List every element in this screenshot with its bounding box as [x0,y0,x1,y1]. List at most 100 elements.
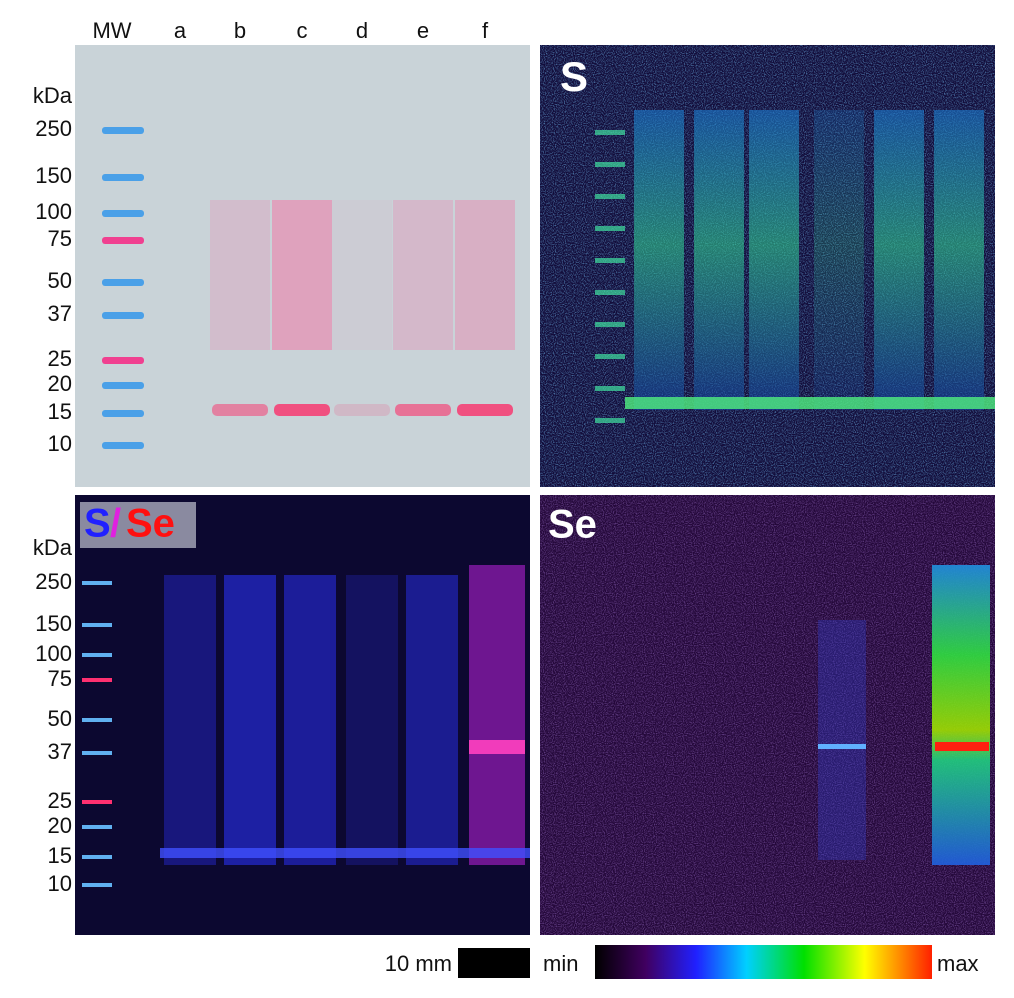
s-lane [934,110,984,410]
s-ladder [595,418,625,423]
overlay-band [469,740,525,754]
marker-label: 100 [35,199,72,224]
panel-label: / [110,502,121,546]
ladder-tick [82,653,112,657]
overlay-band [160,848,530,858]
marker-label: 50 [48,268,72,293]
marker-label: 25 [48,346,72,371]
s-lane [749,110,799,410]
overlay-lane [164,575,216,865]
se-map-noise [540,495,995,935]
panel-label: S [560,53,588,100]
colorbar-min: min [543,951,578,976]
s-ladder [595,354,625,359]
unit-label: kDa [33,83,73,108]
gel-smear [272,200,332,350]
marker-label: 15 [48,399,72,424]
marker-label: 250 [35,569,72,594]
lane-label: f [482,18,489,43]
ladder-band [102,279,144,286]
gel-smear [332,200,392,350]
s-ladder [595,258,625,263]
ladder-band [102,410,144,417]
marker-label: 20 [48,813,72,838]
s-lane [634,110,684,410]
colorbar-max: max [937,951,979,976]
ladder-band [102,174,144,181]
marker-label: 25 [48,788,72,813]
marker-label: 150 [35,163,72,188]
overlay-lane [224,575,276,865]
gel-band [334,404,390,416]
s-lane [814,110,864,410]
gel-band [212,404,268,416]
marker-label: 250 [35,116,72,141]
ladder-tick [82,678,112,682]
gel-smear [393,200,453,350]
panel-label: Se [548,503,597,547]
panel-label: S [84,502,111,546]
lane-label: d [356,18,368,43]
s-ladder [595,194,625,199]
unit-label: kDa [33,535,73,560]
marker-label: 37 [48,739,72,764]
ladder-band [102,127,144,134]
gel-band [457,404,513,416]
s-ladder [595,322,625,327]
panel-label: Se [126,502,175,546]
ladder-tick [82,800,112,804]
se-lane [932,565,990,865]
marker-label: 10 [48,871,72,896]
ladder-tick [82,825,112,829]
lane-label: b [234,18,246,43]
ladder-tick [82,623,112,627]
marker-label: 10 [48,431,72,456]
s-band [625,397,995,409]
marker-label: 75 [48,226,72,251]
scale-bar [458,948,530,978]
ladder-band [102,210,144,217]
marker-label: 150 [35,611,72,636]
ladder-tick [82,581,112,585]
marker-label: 100 [35,641,72,666]
ladder-band [102,357,144,364]
overlay-lane [284,575,336,865]
gel-smear [210,200,270,350]
lane-label: a [174,18,187,43]
s-ladder [595,162,625,167]
s-ladder [595,130,625,135]
gel-smear [455,200,515,350]
marker-label: 37 [48,301,72,326]
lane-label: e [417,18,429,43]
lane-label: c [297,18,308,43]
marker-label: 75 [48,666,72,691]
scale-bar-label: 10 mm [385,951,452,976]
colorbar [595,945,932,979]
overlay-lane [469,565,525,865]
gel-band [274,404,330,416]
marker-label: 20 [48,371,72,396]
label-box [80,502,196,548]
gel-band [395,404,451,416]
overlay-lane [406,575,458,865]
s-lane [694,110,744,410]
ladder-band [102,312,144,319]
ladder-band [102,382,144,389]
se-band [818,744,866,749]
lane-label: MW [92,18,131,43]
s-lane [874,110,924,410]
ladder-tick [82,855,112,859]
ladder-tick [82,751,112,755]
marker-label: 50 [48,706,72,731]
ladder-band [102,442,144,449]
overlay-lane [346,575,398,865]
se-lane [818,620,866,860]
marker-label: 15 [48,843,72,868]
ladder-tick [82,883,112,887]
ladder-band [102,237,144,244]
s-ladder [595,226,625,231]
ladder-tick [82,718,112,722]
se-band [935,742,989,751]
s-ladder [595,386,625,391]
decoration [82,110,995,887]
